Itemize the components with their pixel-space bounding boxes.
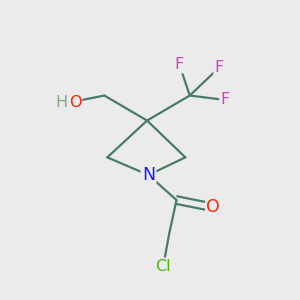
Text: O: O [69,95,82,110]
Text: F: F [214,60,224,75]
Text: F: F [220,92,230,107]
Text: F: F [175,57,184,72]
Text: H: H [56,95,68,110]
Text: O: O [206,198,220,216]
Text: Cl: Cl [155,259,171,274]
Text: N: N [142,166,155,184]
